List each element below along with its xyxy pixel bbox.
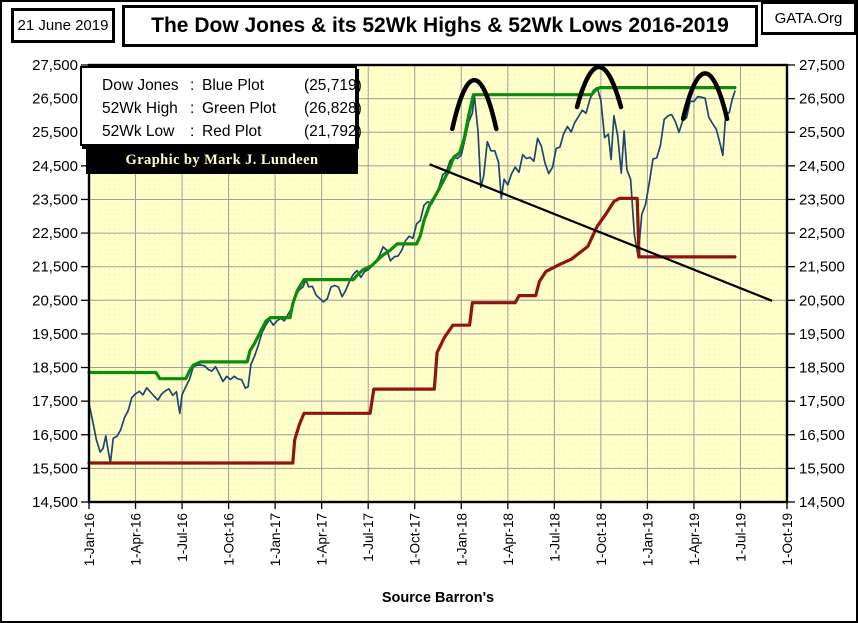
legend-row-dow-jones: Dow Jones : Blue Plot (25,719) [102, 74, 362, 97]
gridlines [89, 65, 787, 502]
x-axis-tick-label: 1-Apr-16 [129, 513, 144, 566]
y-axis-tick-label: 19,500 [32, 326, 78, 343]
y-axis-tick-label: 24,500 [799, 158, 845, 175]
y-axis-tick-label: 18,500 [32, 360, 78, 377]
y-axis-tick-label: 14,500 [32, 494, 78, 511]
y-axis-tick-label: 24,500 [32, 158, 78, 175]
y-axis-tick-label: 26,500 [799, 91, 845, 108]
y-axis-tick-label: 25,500 [799, 124, 845, 141]
peak-arc [574, 64, 624, 110]
credit-bar: Graphic by Mark J. Lundeen [86, 147, 358, 174]
x-axis-tick-label: 1-Jan-19 [640, 513, 655, 566]
series-52wk-low [87, 196, 737, 465]
y-axis-tick-label: 22,500 [32, 225, 78, 242]
x-axis-tick-label: 1-Jan-17 [268, 513, 283, 566]
legend-separator: : [190, 77, 195, 94]
x-axis-tick-label: 1-Oct-16 [222, 513, 237, 566]
y-axis-tick-label: 23,500 [32, 191, 78, 208]
x-axis-tick-label: 1-Oct-18 [594, 513, 609, 566]
x-axis-tick-label: 1-Apr-18 [501, 513, 516, 566]
source-label: Source Barron's [381, 590, 495, 606]
peak-arc [450, 78, 499, 132]
x-axis-tick-label: 1-Jul-19 [733, 513, 748, 562]
x-axis-tick-label: 1-Oct-19 [780, 513, 795, 566]
legend-plot-name: Red Plot [202, 123, 262, 140]
plot-border [87, 63, 789, 504]
y-axis-tick-label: 20,500 [799, 292, 845, 309]
credit-label: Graphic by Mark J. Lundeen [125, 152, 319, 168]
y-axis-tick-label: 22,500 [799, 225, 845, 242]
legend-series-name: Dow Jones [102, 77, 179, 94]
legend-plot-name: Green Plot [202, 100, 277, 117]
legend-row-52wk-high: 52Wk High : Green Plot (26,828) [102, 97, 362, 120]
date-box: 21 June 2019 [11, 8, 115, 43]
x-axis-tick-label: 1-Apr-17 [315, 513, 330, 566]
y-axis-tick-label: 27,500 [32, 57, 78, 74]
legend-series-name: 52Wk Low [102, 123, 175, 140]
legend-separator: : [190, 123, 195, 140]
y-axis-tick-label: 21,500 [799, 259, 845, 276]
x-axis-tick-label: 1-Jan-18 [454, 513, 469, 566]
downtrend-line [429, 163, 773, 302]
peak-arc [680, 71, 730, 122]
legend-separator: : [190, 100, 195, 117]
x-axis-tick-label: 1-Apr-19 [687, 513, 702, 566]
y-axis-tick-label: 25,500 [32, 124, 78, 141]
y-axis-tick-label: 18,500 [799, 360, 845, 377]
legend-box: Dow Jones : Blue Plot (25,719) 52Wk High… [80, 66, 362, 146]
y-axis-tick-label: 27,500 [799, 57, 845, 74]
x-axis-labels: 1-Jan-16 1-Apr-16 1-Jul-16 1-Oct-16 1-Jan-17… [82, 513, 795, 566]
y-axis-tick-label: 14,500 [799, 494, 845, 511]
y-axis-tick-label: 16,500 [32, 427, 78, 444]
y-axis-tick-label: 26,500 [32, 91, 78, 108]
legend-row-52wk-low: 52Wk Low : Red Plot (21,792) [102, 120, 362, 143]
x-axis-tick-label: 1-Oct-17 [408, 513, 423, 566]
y-axis-tick-label: 15,500 [32, 460, 78, 477]
page-title: The Dow Jones & its 52Wk Highs & 52Wk Lo… [151, 14, 729, 37]
legend-plot-name: Blue Plot [202, 77, 265, 94]
y-axis-tick-label: 17,500 [799, 393, 845, 410]
x-axis-tick-label: 1-Jan-16 [82, 513, 97, 566]
brand-box: GATA.Org [761, 2, 856, 35]
brand-label: GATA.Org [774, 9, 843, 27]
date-label: 21 June 2019 [17, 17, 109, 34]
y-axis-labels: 14,500 14,500 15,500 15,500 16,500 16,500 17,5… [32, 57, 845, 511]
legend-series-name: 52Wk High [102, 100, 178, 117]
y-axis-tick-label: 23,500 [799, 191, 845, 208]
y-axis-tick-label: 19,500 [799, 326, 845, 343]
legend-last-value: (25,719) [304, 77, 362, 94]
y-axis-tick-label: 15,500 [799, 460, 845, 477]
series-52wk-high [87, 85, 737, 381]
legend-last-value: (21,792) [304, 123, 362, 140]
series-dow-jones [88, 86, 736, 464]
x-axis-tick-label: 1-Jul-17 [361, 513, 376, 562]
title-box: The Dow Jones & its 52Wk Highs & 52Wk Lo… [122, 5, 758, 47]
y-axis-tick-label: 20,500 [32, 292, 78, 309]
y-axis-tick-label: 21,500 [32, 259, 78, 276]
y-axis-tick-label: 16,500 [799, 427, 845, 444]
x-axis-tick-label: 1-Jul-16 [175, 513, 190, 562]
x-axis-tick-label: 1-Jul-18 [547, 513, 562, 562]
y-axis-tick-label: 17,500 [32, 393, 78, 410]
legend-last-value: (26,828) [304, 100, 362, 117]
